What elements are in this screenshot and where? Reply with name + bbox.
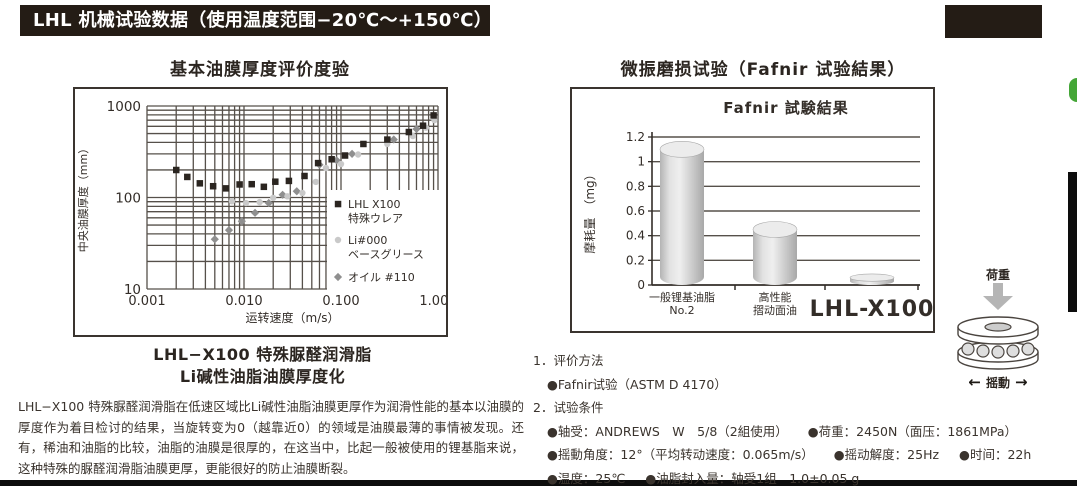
note-segment: ●轴受：ANDREWS W 5/8（2組使用） [547,423,788,439]
swing-label: 摇動 [985,375,1010,390]
svg-text:LHL-X100: LHL-X100 [810,297,933,322]
test-conditions-list: 1．评价方法 ●Fafnir试验（ASTM D 4170） 2．试验条件 ●轴受：AN… [533,350,1073,486]
left-subtitle-line2: Li碱性油脂油膜厚度化 [179,367,346,386]
note-line: 2．试验条件 [533,397,1073,416]
svg-text:中央油膜厚度（mm）: 中央油膜厚度（mm） [76,143,90,252]
svg-text:100: 100 [115,191,141,207]
note-segment: ●摇動角度：12°（平均转动速度：0.065m/s） [547,447,814,462]
load-arrow-icon [983,283,1013,310]
svg-text:高性能: 高性能 [759,290,792,304]
note-segment: ●时间：22h [959,447,1032,462]
swing-left-arrow-icon: ← [968,373,981,391]
left-subtitle-line1: LHL−X100 特殊脲醛润滑脂 [153,345,372,364]
swing-row: ← 摇動 → [968,373,1027,391]
svg-text:1: 1 [637,155,645,169]
left-section-title: 基本油膜厚度评价度验 [170,60,350,80]
right-section-title: 微振磨损试验（Fafnir 试验結果） [620,60,906,80]
svg-text:0.010: 0.010 [225,294,262,309]
svg-text:一般锂基油脂: 一般锂基油脂 [649,290,715,304]
svg-text:摺动面油: 摺动面油 [753,303,797,317]
note-segment: ●荷重：2450N（面压：1861MPa） [807,423,1018,439]
note-line: ●Fafnir试验（ASTM D 4170） [533,374,1073,393]
note-segment: ●Fafnir试验（ASTM D 4170） [547,376,727,392]
note-line: 1．评价方法 [533,350,1073,369]
note-segment: 1．评价方法 [533,353,604,368]
note-segment: ●摇动解度：25Hz [833,447,940,462]
svg-text:0.6: 0.6 [626,204,645,218]
page-title: LHL 机械试验数据（使用温度范围−20℃〜+150℃） [33,10,493,31]
svg-text:0.4: 0.4 [626,229,645,243]
svg-text:1.000: 1.000 [419,294,446,309]
svg-text:0.100: 0.100 [322,294,359,309]
svg-text:0.2: 0.2 [626,253,645,267]
svg-text:10: 10 [124,282,141,298]
svg-text:0: 0 [637,278,645,292]
note-segment: 2．试验条件 [533,400,604,415]
svg-text:特殊ウレア: 特殊ウレア [348,211,403,225]
svg-text:LHL X100: LHL X100 [348,198,401,211]
svg-text:1000: 1000 [107,99,141,115]
swing-right-arrow-icon: → [1015,373,1028,391]
left-description-paragraph: LHL−X100 特殊脲醛润滑脂在低速区域比Li碱性油脂油膜更厚作为润滑性能的基… [18,399,524,476]
fafnir-bar-chart: Fafnir 試験結果 0 0.2 0.4 0.6 0.8 1 1.2 摩耗量 （mg） 一般锂基… [570,87,935,333]
svg-text:No.2: No.2 [669,304,694,317]
svg-text:オイル #110: オイル #110 [348,271,415,284]
oil-film-scatter-chart: 1000 100 100.001 0.010 0.100 1.000 运转速度（m/s） 中央… [73,87,457,337]
svg-text:0.001: 0.001 [128,294,165,309]
note-line: ●摇動角度：12°（平均转动速度：0.065m/s） ●摇动解度：25Hz ●时间：… [533,444,1073,463]
load-label: 荷重 [985,268,1010,282]
svg-text:0.8: 0.8 [626,179,645,193]
note-segment: ●温度：25℃ [547,470,626,486]
svg-text:摩耗量 （mg）: 摩耗量 （mg） [582,168,597,253]
note-line: ●轴受：ANDREWS W 5/8（2組使用） ●荷重：2450N（面压：1861… [533,421,1073,440]
note-line: ●温度：25℃ ●油脂封入量：轴受1组 1.0±0.05 g [533,468,1073,486]
page-edge-header-block [945,5,1042,38]
page-edge-green-tab [1069,78,1077,102]
bearing-test-diagram: 荷重 ← 摇動 → [944,266,1052,391]
page-edge-black-strip [1068,172,1077,312]
svg-text:Fafnir 試験結果: Fafnir 試験結果 [723,99,848,117]
svg-text:运转速度（m/s）: 运转速度（m/s） [246,310,340,325]
page-bottom-rule [0,480,1077,486]
note-segment: ●油脂封入量：轴受1组 1.0±0.05 g [645,470,860,486]
svg-text:ベースグリース: ベースグリース [348,247,424,261]
svg-text:1.2: 1.2 [626,130,645,144]
thrust-bearing-icon [957,316,1039,370]
svg-text:Li#000: Li#000 [348,234,387,247]
page-header-bar: LHL 机械试验数据（使用温度范围−20℃〜+150℃） [20,5,493,36]
